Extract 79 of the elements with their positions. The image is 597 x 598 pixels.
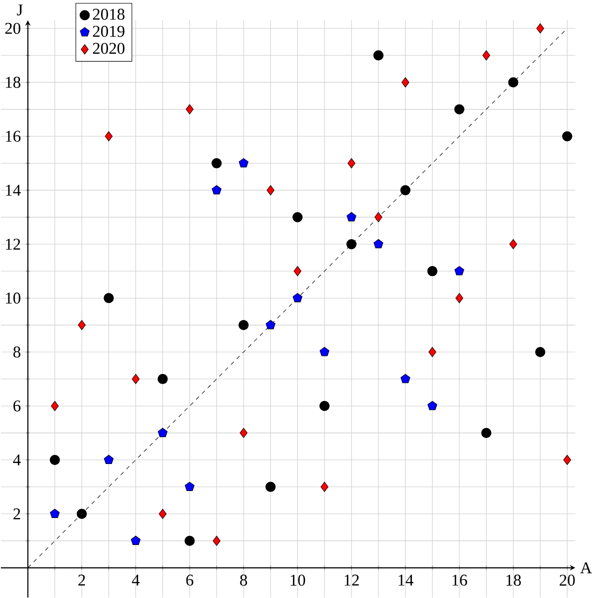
point xyxy=(428,346,436,358)
point xyxy=(562,131,572,142)
point xyxy=(536,23,544,34)
point xyxy=(104,454,114,464)
y-axis-title: J xyxy=(17,4,23,16)
point xyxy=(212,158,222,168)
point xyxy=(481,428,492,438)
x-tick-label: 18 xyxy=(506,574,522,586)
y-tick-label: 18 xyxy=(6,76,21,88)
y-tick-label: 6 xyxy=(14,400,21,412)
y-tick-label: 14 xyxy=(6,184,21,196)
point xyxy=(294,266,302,276)
legend-label: 2019 xyxy=(93,26,125,37)
point xyxy=(266,482,276,492)
point xyxy=(508,77,519,88)
x-tick-label: 10 xyxy=(290,574,306,586)
point xyxy=(454,104,465,114)
point xyxy=(266,320,276,330)
point xyxy=(454,266,464,276)
y-tick-label: 4 xyxy=(13,454,21,466)
point xyxy=(159,508,167,519)
point xyxy=(131,536,141,545)
point xyxy=(428,400,438,410)
point xyxy=(239,158,249,168)
point xyxy=(320,346,330,356)
point xyxy=(212,536,221,546)
x-tick-label: 4 xyxy=(132,574,140,586)
point xyxy=(374,50,384,60)
y-tick-label: 16 xyxy=(6,130,21,142)
point xyxy=(320,400,330,412)
point xyxy=(400,185,411,196)
x-tick-label: 12 xyxy=(344,574,359,586)
point xyxy=(402,77,410,88)
point xyxy=(320,482,329,492)
point xyxy=(240,428,248,438)
point xyxy=(78,320,86,330)
point xyxy=(292,212,303,222)
point xyxy=(374,239,384,248)
point xyxy=(266,185,275,196)
point xyxy=(564,454,572,465)
point xyxy=(158,428,168,438)
point xyxy=(76,508,88,519)
point xyxy=(238,320,249,330)
x-tick-label: 8 xyxy=(240,574,248,586)
point xyxy=(51,400,59,412)
legend-label: 2020 xyxy=(93,42,125,54)
point xyxy=(374,212,383,222)
point xyxy=(400,374,410,384)
point xyxy=(535,346,546,358)
point xyxy=(186,104,194,114)
legend-label: 2018 xyxy=(93,8,125,20)
y-tick-label: 10 xyxy=(6,292,21,304)
point xyxy=(348,158,356,168)
point xyxy=(456,293,464,304)
point xyxy=(104,293,114,304)
point xyxy=(158,374,168,384)
point xyxy=(50,508,60,518)
x-tick-label: 14 xyxy=(398,574,414,586)
x-tick-label: 16 xyxy=(452,574,468,586)
y-tick-label: 20 xyxy=(6,22,21,34)
x-tick-label: 2 xyxy=(78,574,86,586)
point xyxy=(212,185,222,194)
point xyxy=(185,482,195,492)
point xyxy=(510,239,518,250)
x-tick-label: 6 xyxy=(186,574,194,586)
point xyxy=(346,239,357,250)
y-tick-label: 2 xyxy=(14,508,20,520)
point xyxy=(482,50,490,60)
point xyxy=(50,454,60,465)
x-axis-title: A xyxy=(580,562,592,574)
x-tick-label: 20 xyxy=(560,574,576,586)
point xyxy=(132,374,140,384)
point xyxy=(346,212,357,222)
point xyxy=(105,131,113,142)
point xyxy=(184,536,195,546)
point xyxy=(428,266,438,276)
y-tick-label: 8 xyxy=(14,346,21,358)
point xyxy=(292,293,303,302)
y-tick-label: 12 xyxy=(6,238,20,250)
